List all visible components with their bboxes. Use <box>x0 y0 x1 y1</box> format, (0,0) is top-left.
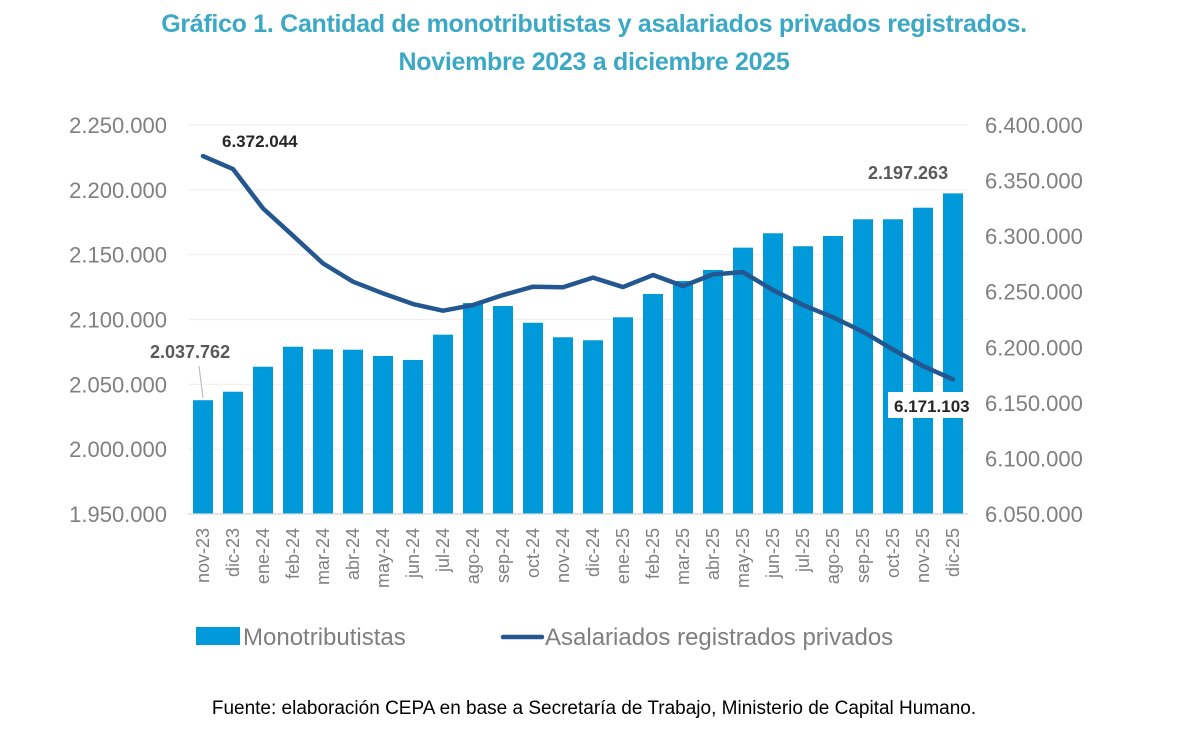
bar <box>943 193 963 514</box>
gridlines <box>188 124 968 515</box>
right-axis-tick-label: 6.200.000 <box>985 335 1083 360</box>
x-axis-tick-label: ene-25 <box>613 528 633 584</box>
x-axis-tick-label: abr-25 <box>703 528 723 580</box>
bar <box>613 317 633 514</box>
left-axis-tick-label: 1.950.000 <box>69 502 167 527</box>
x-axis-tick-label: oct-25 <box>883 528 903 578</box>
bar <box>643 293 663 514</box>
bar <box>823 235 843 514</box>
label-leader-line <box>198 365 204 399</box>
x-axis-tick-label: ago-25 <box>823 528 843 584</box>
line-path <box>200 153 956 382</box>
left-axis-tick-label: 2.050.000 <box>69 372 167 397</box>
left-axis-tick-label: 2.250.000 <box>69 113 167 138</box>
x-axis-tick-label: dic-24 <box>583 528 603 577</box>
left-axis-tick-label: 2.150.000 <box>69 243 167 268</box>
right-axis-ticks: 6.050.000 6.100.000 6.150.000 6.200.000 6.25… <box>985 113 1083 527</box>
legend-swatch-bar <box>196 627 240 645</box>
data-label-box <box>888 392 980 418</box>
bar <box>193 400 213 514</box>
bar <box>283 346 303 514</box>
bar <box>853 219 873 514</box>
bar <box>313 349 333 514</box>
chart-subtitle: Noviembre 2023 a diciembre 2025 <box>398 48 790 76</box>
x-axis-tick-label: mar-24 <box>313 528 333 585</box>
bar <box>703 269 723 514</box>
x-axis-tick-label: dic-25 <box>943 528 963 577</box>
left-axis-tick-label: 2.000.000 <box>69 437 167 462</box>
x-axis-tick-label: jun-25 <box>763 528 783 579</box>
x-axis-tick-label: sep-25 <box>853 528 873 583</box>
bar <box>733 247 753 514</box>
x-axis-tick-label: feb-25 <box>643 528 663 579</box>
legend-label-monotributistas: Monotributistas <box>243 624 406 651</box>
bar <box>373 355 393 514</box>
right-axis-tick-label: 6.100.000 <box>985 446 1083 471</box>
legend: Monotributistas Asalariados registrados p… <box>196 624 893 651</box>
x-axis-tick-label: nov-25 <box>913 528 933 583</box>
data-label-bar-last: 2.197.263 <box>868 163 948 183</box>
x-axis-tick-label: nov-24 <box>553 528 573 583</box>
bar <box>763 233 783 514</box>
x-axis-tick-label: may-24 <box>373 528 393 588</box>
right-axis-tick-label: 6.150.000 <box>985 391 1083 416</box>
x-axis-tick-label: jul-24 <box>433 528 453 573</box>
x-axis-tick-label: ago-24 <box>463 528 483 584</box>
chart-canvas: 1.950.000 2.000.000 2.050.000 2.100.000 2.15… <box>69 113 1083 651</box>
bar <box>913 207 933 514</box>
left-axis-tick-label: 2.200.000 <box>69 178 167 203</box>
chart-title: Gráfico 1. Cantidad de monotributistas y… <box>161 10 1027 38</box>
x-axis-tick-label: ene-24 <box>253 528 273 584</box>
data-labels: 2.037.762 2.197.263 6.372.044 6.171.103 <box>150 132 980 418</box>
bar <box>883 219 903 514</box>
right-axis-tick-label: 6.300.000 <box>985 224 1083 249</box>
bar <box>793 246 813 514</box>
right-axis-tick-label: 6.400.000 <box>985 113 1083 138</box>
bar <box>433 334 453 514</box>
legend-label-asalariados: Asalariados registrados privados <box>545 624 893 651</box>
data-label-line-last: 6.171.103 <box>894 397 970 416</box>
bar <box>343 349 363 514</box>
x-axis-tick-label: dic-23 <box>223 528 243 577</box>
x-axis-tick-label: oct-24 <box>523 528 543 578</box>
bar <box>463 303 483 514</box>
bar <box>553 337 573 514</box>
bar-series-monotributistas <box>193 193 963 514</box>
x-axis-tick-label: nov-23 <box>193 528 213 583</box>
bar <box>403 359 423 514</box>
x-axis-tick-label: may-25 <box>733 528 753 588</box>
bar <box>523 322 543 514</box>
right-axis-tick-label: 6.050.000 <box>985 502 1083 527</box>
bar <box>493 306 513 514</box>
right-axis-tick-label: 6.350.000 <box>985 169 1083 194</box>
data-label-line-first: 6.372.044 <box>222 132 298 151</box>
left-axis-tick-label: 2.100.000 <box>69 308 167 333</box>
line-series-asalariados <box>200 153 956 382</box>
bar <box>223 391 243 514</box>
x-axis-tick-label: jun-24 <box>403 528 423 579</box>
x-axis-tick-label: jul-25 <box>793 528 813 573</box>
source-note: Fuente: elaboración CEPA en base a Secre… <box>211 698 977 719</box>
x-axis-tick-label: sep-24 <box>493 528 513 583</box>
bar <box>253 366 273 514</box>
right-axis-tick-label: 6.250.000 <box>985 280 1083 305</box>
bar <box>583 340 603 514</box>
bar <box>673 280 693 514</box>
x-axis-tick-label: abr-24 <box>343 528 363 580</box>
x-axis-ticks: nov-23 dic-23 ene-24 feb-24 mar-24 abr-24 may-… <box>193 528 963 588</box>
data-label-bar-first: 2.037.762 <box>150 342 230 362</box>
left-axis-ticks: 1.950.000 2.000.000 2.050.000 2.100.000 2.15… <box>69 113 167 527</box>
x-axis-tick-label: feb-24 <box>283 528 303 579</box>
x-axis-tick-label: mar-25 <box>673 528 693 585</box>
